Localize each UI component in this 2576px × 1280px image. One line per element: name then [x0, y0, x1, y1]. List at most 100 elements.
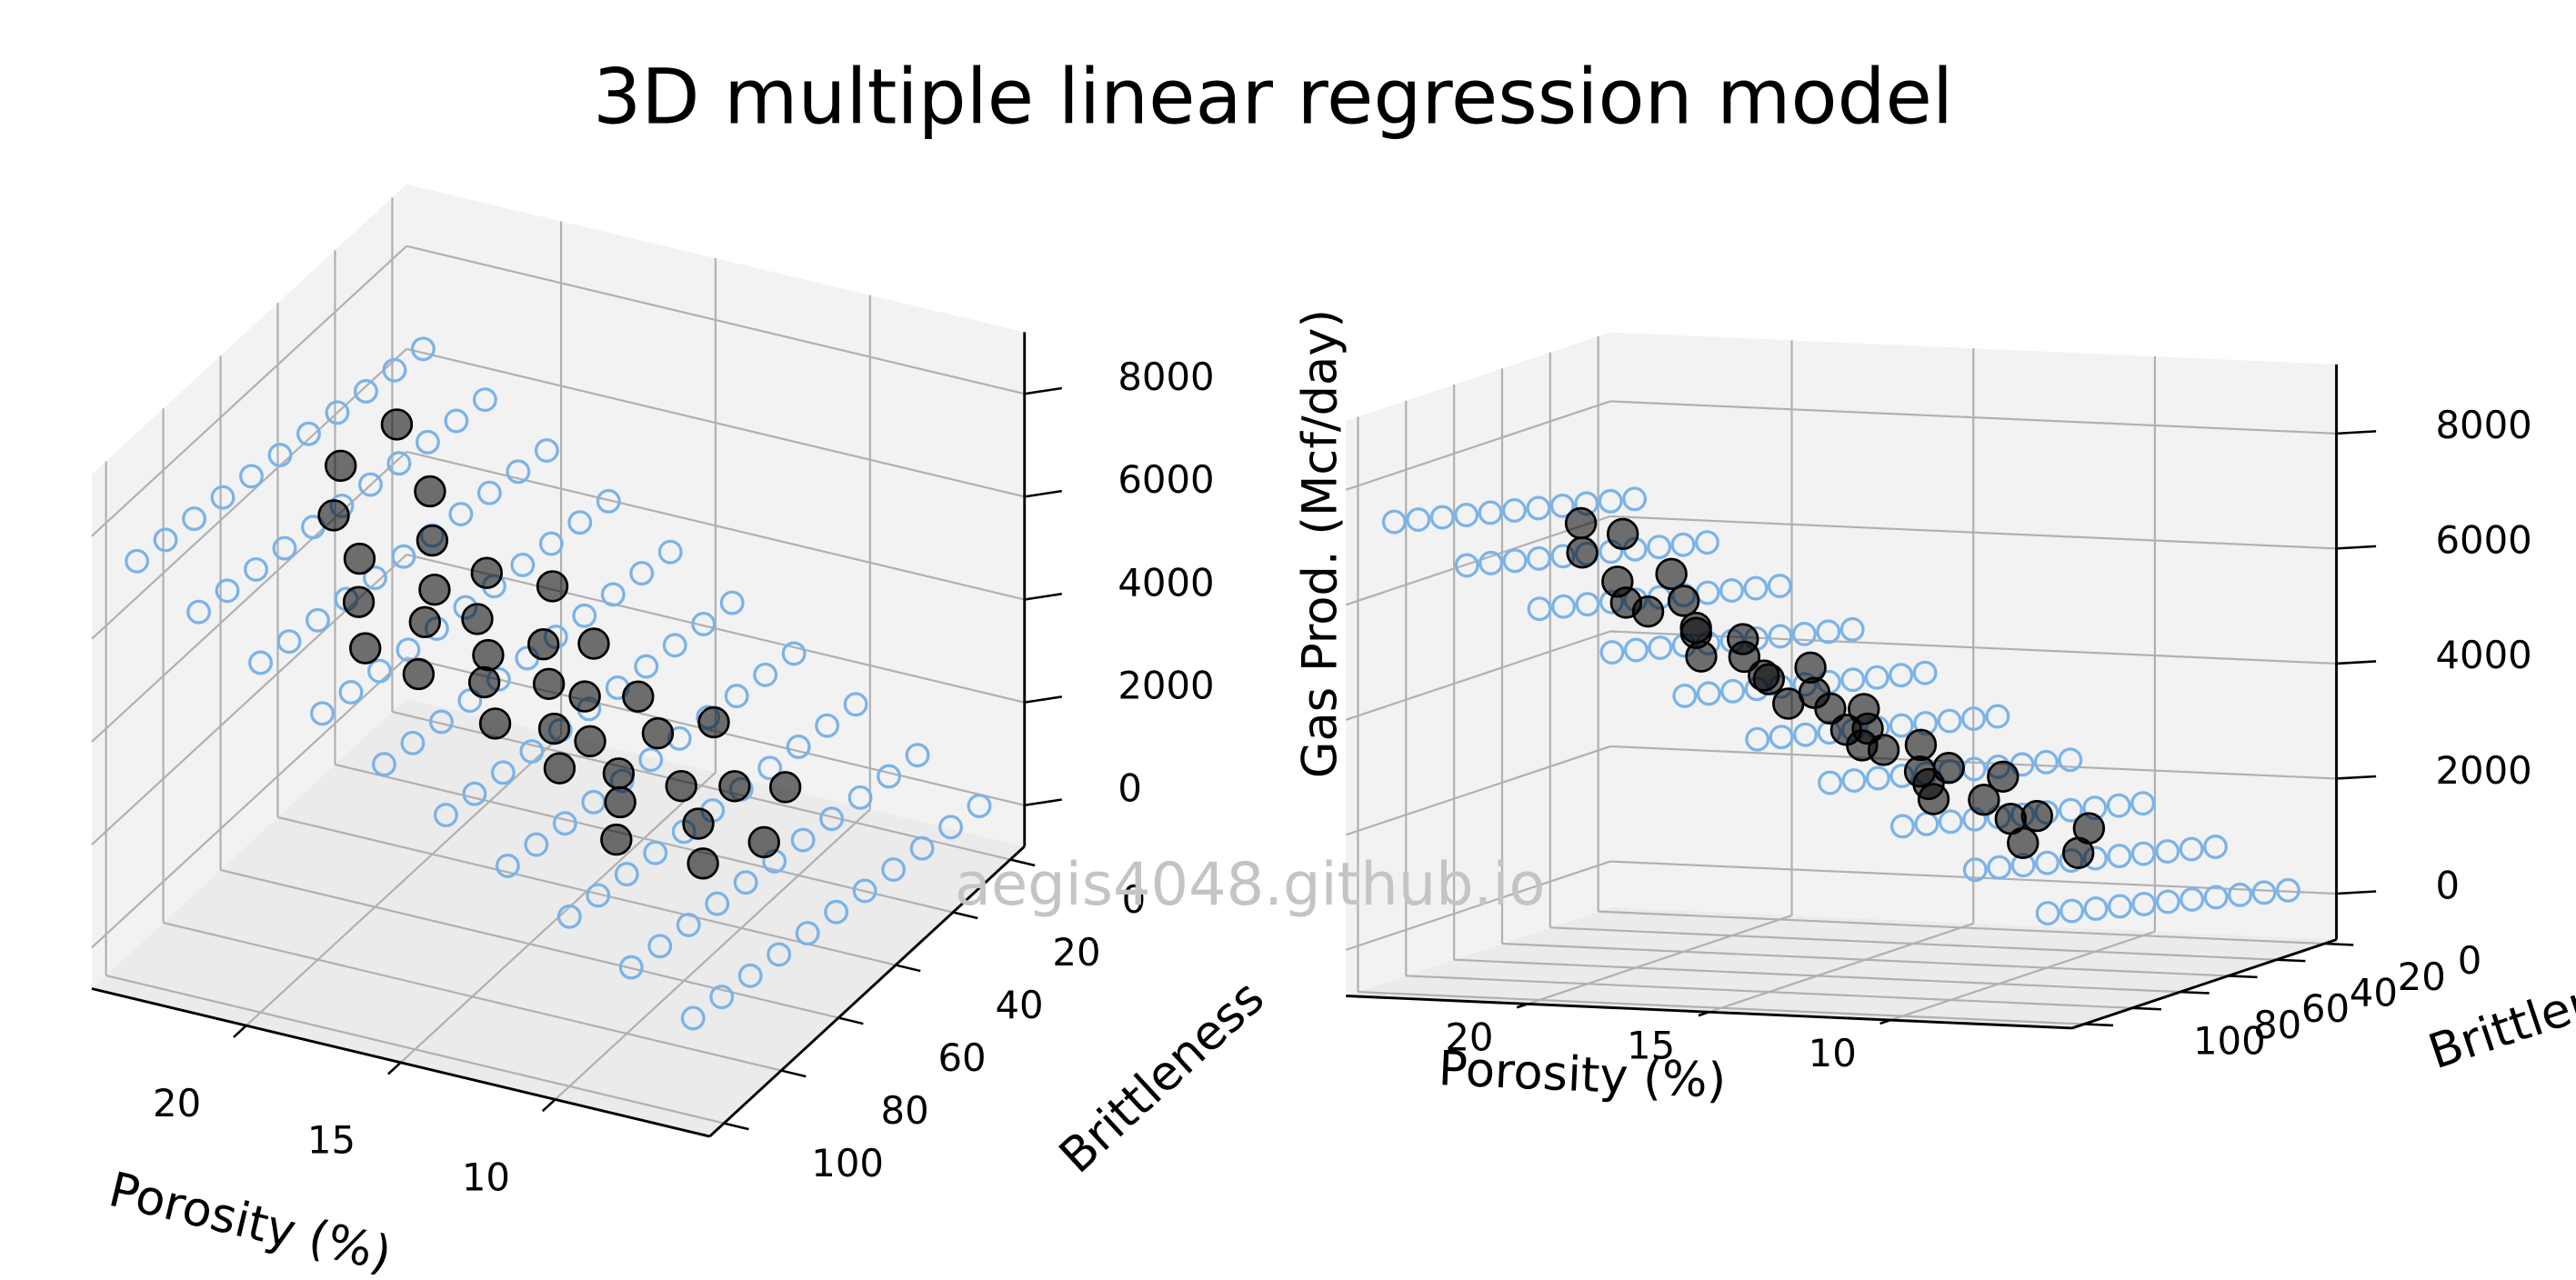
- surface-point: [1889, 814, 1915, 839]
- figure-title: 3D multiple linear regression model: [593, 53, 1953, 142]
- z-tick-label: 2000: [1118, 663, 1214, 707]
- x-tick-label: 20: [1445, 1015, 1493, 1059]
- z-tick: [2336, 660, 2377, 665]
- z-tick: [2336, 775, 2377, 780]
- data-point: [380, 408, 414, 441]
- z-tick-label: 6000: [1118, 457, 1214, 502]
- grid-line: [1609, 400, 2337, 435]
- surface-point: [1526, 495, 1551, 521]
- z-tick: [1024, 386, 1062, 395]
- surface-point: [310, 701, 335, 726]
- surface-point: [629, 561, 655, 586]
- x-tick-label: 15: [1627, 1023, 1675, 1067]
- surface-point: [1961, 706, 1986, 731]
- y-tick: [895, 964, 921, 973]
- surface-point: [325, 400, 350, 425]
- surface-point: [1889, 713, 1914, 738]
- z-tick: [1024, 695, 1062, 704]
- data-point: [1685, 640, 1718, 673]
- data-point: [342, 585, 376, 618]
- z-tick-label: 8000: [1118, 355, 1214, 399]
- y-tick: [952, 911, 978, 920]
- grid-line: [1609, 860, 2337, 895]
- surface-point: [1745, 726, 1770, 752]
- surface-point: [691, 611, 717, 636]
- surface-point: [1454, 553, 1479, 578]
- data-point: [470, 556, 504, 589]
- surface-point: [386, 451, 412, 476]
- surface-point: [1840, 667, 1866, 693]
- data-point: [1606, 517, 1639, 551]
- surface-point: [2131, 892, 2157, 916]
- surface-point: [538, 531, 564, 556]
- surface-point: [1864, 665, 1889, 690]
- grid-line: [1709, 922, 1974, 1014]
- surface-point: [1381, 509, 1407, 535]
- z-tick-label: 2000: [2435, 748, 2531, 793]
- grid-line: [1454, 958, 2180, 994]
- surface-point: [2179, 836, 2204, 862]
- data-point: [348, 632, 382, 665]
- x-tick: [1879, 1018, 1891, 1025]
- grid-line: [1609, 745, 2337, 780]
- surface-point: [510, 552, 536, 577]
- surface-point: [476, 480, 502, 505]
- surface-point: [795, 921, 820, 946]
- data-point: [682, 807, 715, 840]
- surface-point: [1962, 857, 1988, 883]
- surface-point: [567, 510, 593, 535]
- surface-point: [1429, 505, 1455, 530]
- z-tick: [2336, 545, 2377, 550]
- data-point: [416, 524, 449, 557]
- surface-point: [1502, 498, 1527, 523]
- surface-point: [1839, 616, 1865, 642]
- surface-point: [1598, 488, 1623, 514]
- data-point: [2007, 826, 2040, 859]
- data-point: [1667, 585, 1700, 617]
- grid-line: [406, 347, 1026, 498]
- subplot: 10152002040608010002000400060008000Poros…: [91, 184, 1348, 1280]
- data-point: [577, 627, 610, 660]
- surface-point: [239, 464, 264, 489]
- surface-point: [1478, 500, 1503, 525]
- data-point: [467, 665, 501, 699]
- surface-point: [1767, 574, 1792, 598]
- data-point: [641, 716, 675, 750]
- surface-point: [724, 684, 749, 709]
- y-tick-label: 20: [2398, 955, 2446, 999]
- data-point: [536, 570, 569, 603]
- surface-point: [657, 539, 683, 565]
- surface-point: [905, 743, 930, 768]
- surface-point: [709, 985, 735, 1010]
- surface-point: [967, 794, 992, 818]
- data-point: [1728, 640, 1761, 674]
- surface-point: [2058, 797, 2083, 823]
- x-tick-label: 15: [307, 1118, 356, 1163]
- data-point: [1968, 784, 2000, 816]
- surface-point: [1889, 663, 1914, 688]
- surface-point: [737, 963, 763, 988]
- y-tick-label: 40: [2350, 971, 2398, 1015]
- x-axis-label: Porosity (%): [104, 1162, 396, 1280]
- surface-point: [186, 599, 211, 625]
- surface-point: [182, 506, 206, 532]
- surface-point: [781, 641, 807, 666]
- surface-point: [2033, 749, 2059, 775]
- grid-line: [1609, 515, 2337, 550]
- surface-point: [2275, 877, 2300, 903]
- surface-point: [267, 443, 293, 467]
- data-point: [478, 707, 512, 740]
- surface-point: [634, 654, 659, 679]
- surface-point: [495, 853, 520, 878]
- y-tick-label: 100: [2193, 1019, 2266, 1064]
- surface-point: [1575, 592, 1600, 617]
- surface-point: [1695, 530, 1719, 555]
- surface-point: [2107, 844, 2132, 869]
- data-point: [665, 769, 697, 803]
- surface-point: [444, 408, 469, 434]
- surface-point: [662, 633, 687, 658]
- surface-point: [719, 590, 745, 615]
- surface-point: [248, 650, 273, 675]
- surface-point: [2106, 793, 2131, 818]
